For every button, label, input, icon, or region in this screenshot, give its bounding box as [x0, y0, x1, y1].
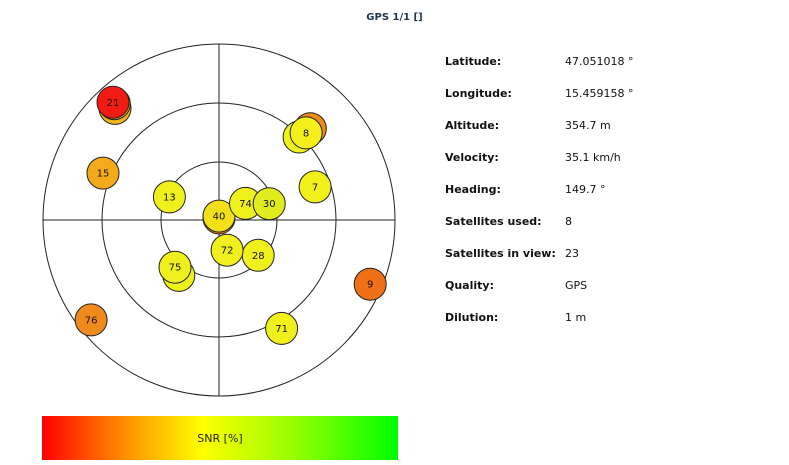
satellite-marker: 30 — [252, 187, 286, 221]
info-row-satellites-used: Satellites used: 8 — [445, 215, 775, 247]
satellite-prn-label: 7 — [312, 182, 318, 193]
satellite-prn-label: 28 — [252, 251, 265, 262]
satellite-prn-label: 75 — [169, 263, 182, 274]
satellite-dot — [158, 250, 192, 284]
info-row-latitude: Latitude: 47.051018 ° — [445, 55, 775, 87]
satellite-marker: 75 — [158, 250, 192, 284]
satellite-dot — [298, 170, 332, 204]
info-value: 47.051018 ° — [565, 55, 634, 68]
snr-label: SNR [%] — [197, 431, 243, 445]
info-label: Dilution: — [445, 311, 499, 324]
info-value: 149.7 ° — [565, 183, 606, 196]
satellite-prn-label: 21 — [107, 98, 120, 109]
satellite-dot — [353, 267, 387, 301]
satellite-marker: 71 — [265, 311, 299, 345]
info-label: Velocity: — [445, 151, 499, 164]
satellite-marker: 15 — [86, 156, 120, 190]
info-row-altitude: Altitude: 354.7 m — [445, 119, 775, 151]
info-label: Longitude: — [445, 87, 512, 100]
satellite-marker: 8 — [289, 116, 323, 150]
snr-gradient-bar: SNR [%] — [42, 416, 398, 460]
info-label: Heading: — [445, 183, 501, 196]
skyplot-grid — [42, 43, 396, 397]
satellite-marker: 72 — [210, 233, 244, 267]
satellite-prn-label: 76 — [85, 315, 98, 326]
satellite-dot — [86, 156, 120, 190]
info-label: Satellites in view: — [445, 247, 556, 260]
satellite-marker: 13 — [152, 180, 186, 214]
info-row-satellites-in-view: Satellites in view: 23 — [445, 247, 775, 279]
satellite-dot — [252, 187, 286, 221]
satellite-dot — [289, 116, 323, 150]
panel-title: GPS 1/1 [] — [366, 12, 423, 23]
satellite-dot — [74, 303, 108, 337]
info-label: Quality: — [445, 279, 494, 292]
satellite-dot — [96, 85, 130, 119]
satellite-prn-label: 71 — [275, 324, 288, 335]
info-label: Satellites used: — [445, 215, 542, 228]
satellite-dot — [152, 180, 186, 214]
satellite-skyplot: 824020211578713743028727597671 — [42, 43, 396, 397]
info-value: 23 — [565, 247, 579, 260]
info-row-longitude: Longitude: 15.459158 ° — [445, 87, 775, 119]
satellite-marker: 76 — [74, 303, 108, 337]
info-row-velocity: Velocity: 35.1 km/h — [445, 151, 775, 183]
info-label: Latitude: — [445, 55, 502, 68]
gps-info-table: Latitude: 47.051018 ° Longitude: 15.4591… — [445, 55, 775, 343]
satellite-markers: 824020211578713743028727597671 — [74, 85, 387, 345]
satellite-prn-label: 9 — [367, 280, 373, 291]
satellite-prn-label: 13 — [163, 192, 176, 203]
satellite-marker: 28 — [241, 238, 275, 272]
satellite-marker: 21 — [96, 85, 130, 119]
satellite-prn-label: 30 — [263, 199, 276, 210]
satellite-prn-label: 72 — [221, 246, 234, 257]
info-value: 35.1 km/h — [565, 151, 621, 164]
info-row-dilution: Dilution: 1 m — [445, 311, 775, 343]
satellite-marker: 9 — [353, 267, 387, 301]
satellite-marker: 7 — [298, 170, 332, 204]
satellite-prn-label: 15 — [97, 169, 110, 180]
satellite-prn-label: 40 — [213, 212, 226, 223]
satellite-dot — [265, 311, 299, 345]
info-row-quality: Quality: GPS — [445, 279, 775, 311]
info-value: 1 m — [565, 311, 587, 324]
satellite-prn-label: 74 — [239, 199, 252, 210]
info-value: 8 — [565, 215, 572, 228]
satellite-dot — [210, 233, 244, 267]
info-label: Altitude: — [445, 119, 500, 132]
info-value: GPS — [565, 279, 588, 292]
info-value: 354.7 m — [565, 119, 611, 132]
satellite-prn-label: 8 — [303, 128, 309, 139]
info-value: 15.459158 ° — [565, 87, 634, 100]
info-row-heading: Heading: 149.7 ° — [445, 183, 775, 215]
